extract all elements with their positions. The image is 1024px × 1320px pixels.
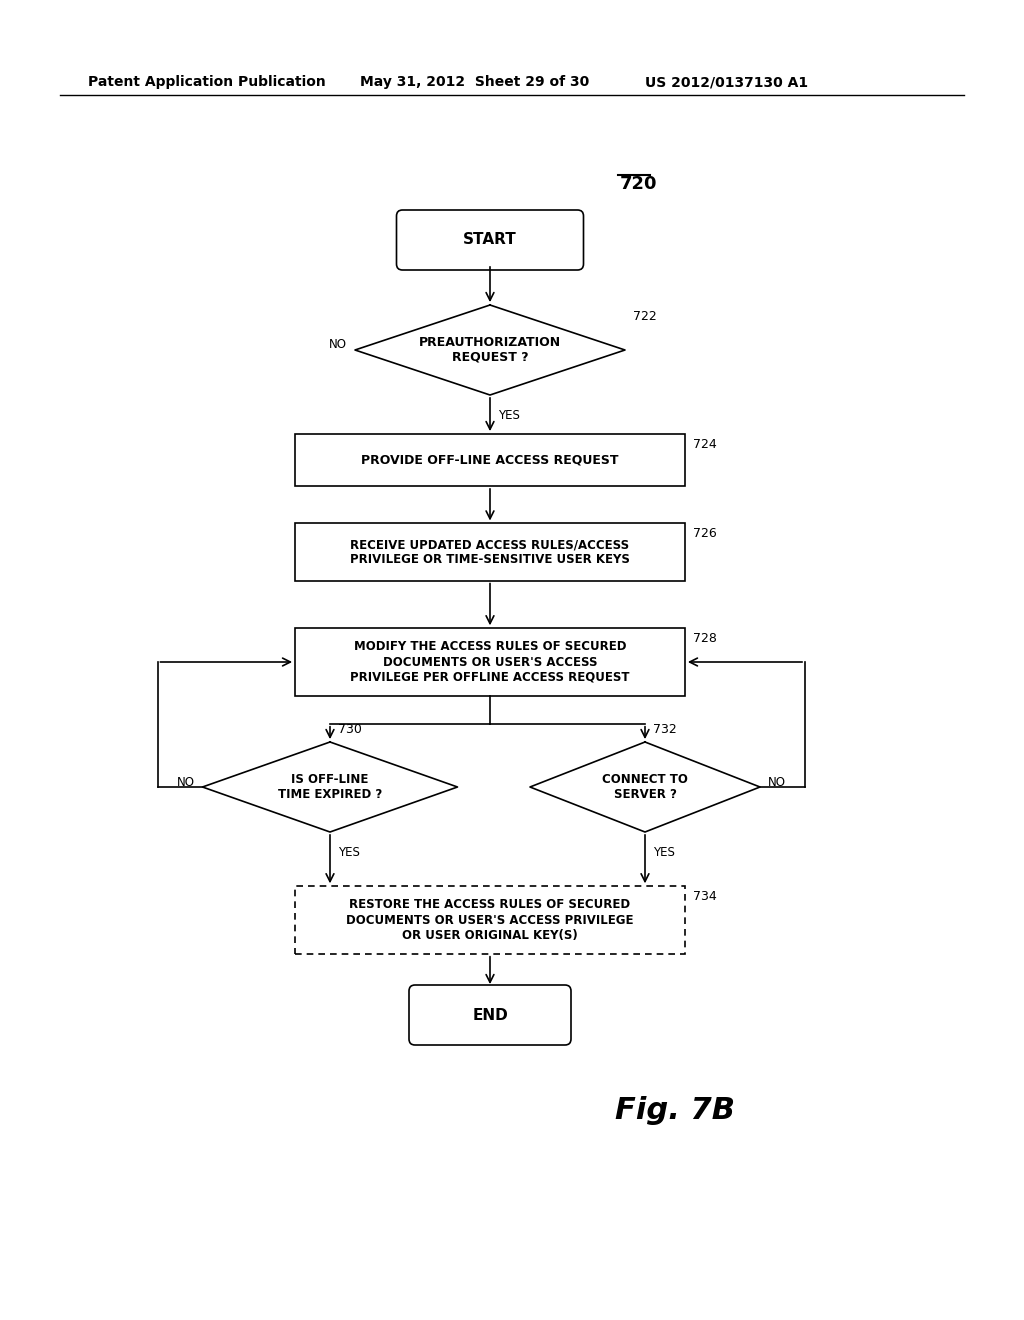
Text: NO: NO: [176, 776, 195, 788]
Text: Patent Application Publication: Patent Application Publication: [88, 75, 326, 88]
Text: PREAUTHORIZATION
REQUEST ?: PREAUTHORIZATION REQUEST ?: [419, 337, 561, 364]
FancyBboxPatch shape: [409, 985, 571, 1045]
FancyBboxPatch shape: [396, 210, 584, 271]
Polygon shape: [355, 305, 625, 395]
Bar: [295, 434, 685, 486]
Text: RECEIVE UPDATED ACCESS RULES/ACCESS
PRIVILEGE OR TIME-SENSITIVE USER KEYS: RECEIVE UPDATED ACCESS RULES/ACCESS PRIV…: [350, 539, 630, 566]
Text: YES: YES: [498, 409, 520, 422]
Text: US 2012/0137130 A1: US 2012/0137130 A1: [645, 75, 808, 88]
Text: 724: 724: [693, 438, 717, 451]
Text: 726: 726: [693, 528, 717, 540]
Text: YES: YES: [338, 846, 359, 859]
Text: YES: YES: [653, 846, 675, 859]
Bar: [295, 628, 685, 696]
Bar: [295, 524, 685, 581]
Text: Fig. 7B: Fig. 7B: [615, 1096, 735, 1125]
Text: NO: NO: [329, 338, 347, 351]
Text: 732: 732: [653, 723, 677, 737]
Polygon shape: [530, 742, 760, 832]
Text: START: START: [463, 232, 517, 248]
Text: PROVIDE OFF-LINE ACCESS REQUEST: PROVIDE OFF-LINE ACCESS REQUEST: [361, 454, 618, 466]
Text: MODIFY THE ACCESS RULES OF SECURED
DOCUMENTS OR USER'S ACCESS
PRIVILEGE PER OFFL: MODIFY THE ACCESS RULES OF SECURED DOCUM…: [350, 640, 630, 684]
Text: 734: 734: [693, 890, 717, 903]
Text: May 31, 2012  Sheet 29 of 30: May 31, 2012 Sheet 29 of 30: [360, 75, 589, 88]
Polygon shape: [203, 742, 458, 832]
Text: 720: 720: [620, 176, 657, 193]
Text: 728: 728: [693, 632, 717, 645]
Text: IS OFF-LINE
TIME EXPIRED ?: IS OFF-LINE TIME EXPIRED ?: [278, 774, 382, 801]
Text: RESTORE THE ACCESS RULES OF SECURED
DOCUMENTS OR USER'S ACCESS PRIVILEGE
OR USER: RESTORE THE ACCESS RULES OF SECURED DOCU…: [346, 899, 634, 941]
Text: NO: NO: [768, 776, 786, 788]
Text: END: END: [472, 1007, 508, 1023]
Bar: [295, 886, 685, 954]
Text: CONNECT TO
SERVER ?: CONNECT TO SERVER ?: [602, 774, 688, 801]
Text: 730: 730: [338, 723, 361, 737]
Text: 722: 722: [633, 310, 656, 323]
